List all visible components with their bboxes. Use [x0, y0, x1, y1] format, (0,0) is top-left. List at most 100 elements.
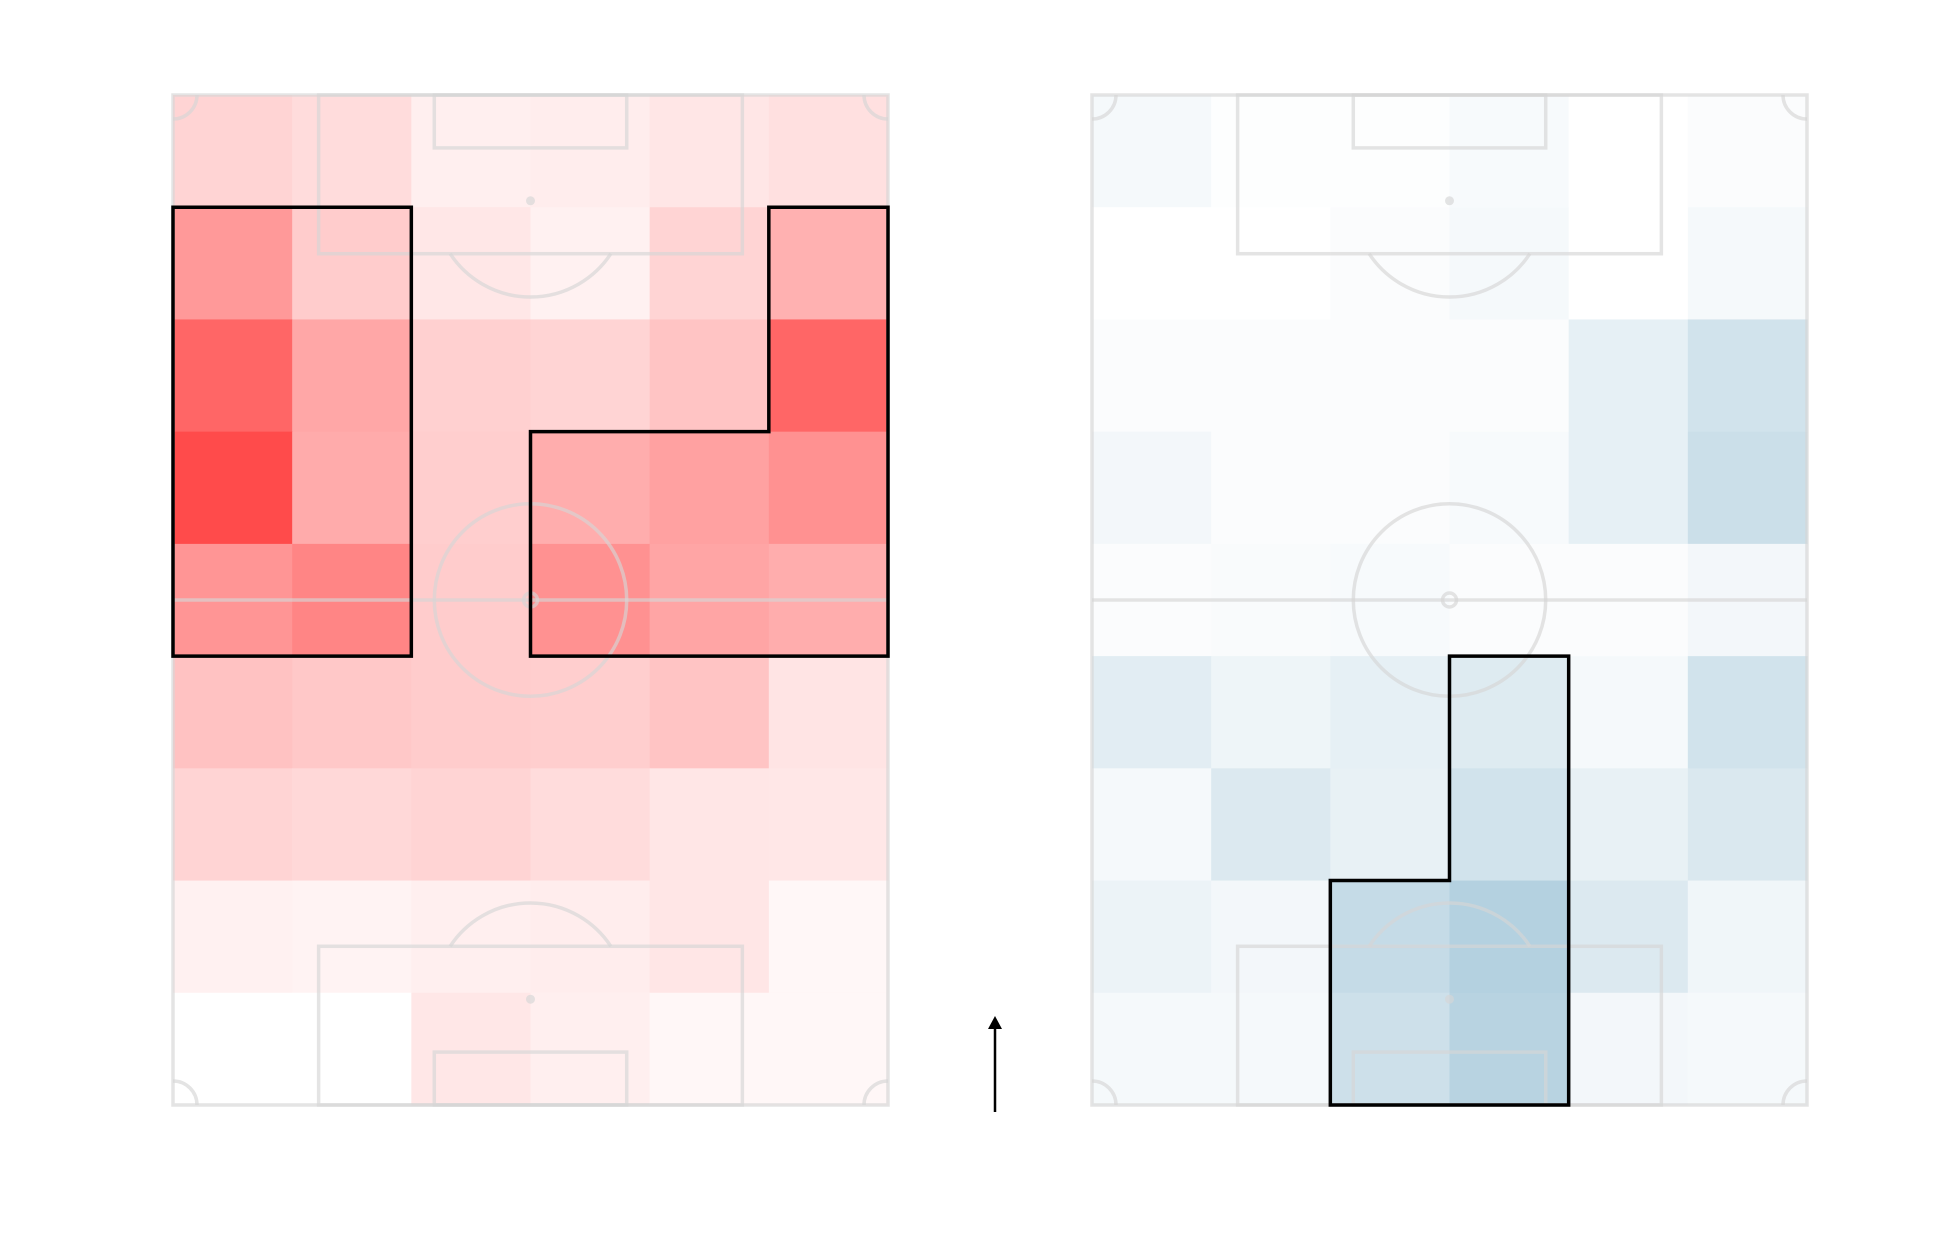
heatmap-cell	[292, 319, 412, 433]
heatmap-cell	[1449, 207, 1570, 321]
heatmap-cell	[1449, 95, 1570, 208]
heatmap-cell	[1330, 768, 1451, 882]
penalty-arc-bottom	[448, 901, 613, 948]
heatmap-cell	[292, 207, 412, 321]
heatmap-cell	[1568, 768, 1689, 882]
heatmap-cell	[411, 207, 532, 321]
heatmap-cell	[1687, 207, 1808, 321]
heatmap-cell	[768, 992, 889, 1106]
heatmap-cell	[530, 880, 651, 994]
heatmap-cell	[1687, 319, 1808, 433]
arrow-head	[988, 1016, 1002, 1029]
heatmap-cell	[649, 768, 770, 882]
heatmap-cell	[1092, 431, 1212, 545]
heatmap-cell	[173, 768, 293, 882]
heatmap-cell	[649, 319, 770, 433]
heatmap-cell	[292, 95, 412, 208]
heatmap-cell	[768, 880, 889, 994]
penalty-spot-bottom	[1445, 994, 1454, 1004]
heatmap-cell	[173, 319, 293, 433]
heatmap-cell	[1568, 992, 1689, 1106]
center-spot	[1440, 591, 1459, 609]
heatmap-cell	[1687, 880, 1808, 994]
heatmap-cell	[1092, 95, 1212, 208]
heatmap-cell	[411, 95, 532, 208]
highlight-zone-outline	[528, 205, 890, 658]
heatmap-cell	[649, 207, 770, 321]
heatmap-cell	[1092, 992, 1212, 1106]
goal-area-bottom	[432, 1050, 629, 1107]
heatmap-cell	[411, 319, 532, 433]
heatmap-cell	[1568, 95, 1689, 208]
heatmap-cell	[1330, 207, 1451, 321]
heatmap-cell	[292, 880, 412, 994]
heatmap-cell	[530, 95, 651, 208]
heatmap-cell	[1211, 880, 1331, 994]
corner-arc	[1091, 1079, 1118, 1106]
heatmap-cell	[1568, 880, 1689, 994]
goal-area-top	[1351, 93, 1548, 150]
heatmap-cell	[1092, 880, 1212, 994]
heatmap-cell	[1211, 95, 1331, 208]
heatmap-cell	[411, 880, 532, 994]
corner-arc	[172, 1079, 199, 1106]
heatmap-cell	[411, 992, 532, 1106]
corner-arc	[862, 1079, 889, 1106]
heatmap-cell	[1092, 656, 1212, 769]
heatmap-cell	[1449, 880, 1570, 994]
heatmap-cell	[768, 319, 889, 433]
penalty-spot-top	[1445, 196, 1454, 206]
heatmap-cell	[768, 768, 889, 882]
heatmap-cell	[649, 431, 770, 545]
corner-arc	[1091, 94, 1118, 121]
heatmap-cell	[1449, 992, 1570, 1106]
penalty-arc-top	[1367, 252, 1532, 299]
heatmap-cell	[173, 656, 293, 769]
heatmap-cell	[1687, 95, 1808, 208]
heatmap-cell	[411, 431, 532, 545]
heatmap-cell	[1449, 319, 1570, 433]
heatmap-cell	[1449, 656, 1570, 769]
heatmap-cell	[1211, 431, 1331, 545]
corner-arc	[172, 94, 199, 121]
heatmap-cell	[649, 880, 770, 994]
heatmap-cell	[768, 656, 889, 769]
heatmap-cell	[1330, 95, 1451, 208]
heatmap-cell	[173, 880, 293, 994]
heatmap-cell	[1568, 319, 1689, 433]
attack-direction-arrow-icon	[988, 1016, 1002, 1112]
heatmap-cell	[411, 656, 532, 769]
heatmap-cell	[530, 207, 651, 321]
penalty-spot-bottom	[526, 994, 535, 1004]
heatmap-cell	[768, 95, 889, 208]
heatmap-cell	[1449, 768, 1570, 882]
heatmap-cell	[173, 431, 293, 545]
heatmap-cell	[173, 207, 293, 321]
heatmap-cell	[768, 431, 889, 545]
highlight-zone-outline	[171, 205, 414, 658]
corner-arc	[1781, 1079, 1808, 1106]
heatmap-cell	[1687, 656, 1808, 769]
heatmap-cell	[1211, 768, 1331, 882]
heatmap-cell	[292, 431, 412, 545]
heatmap-cell	[1568, 207, 1689, 321]
penalty-arc-bottom	[1367, 901, 1532, 948]
heatmap-cell	[768, 207, 889, 321]
heatmap-cell	[649, 992, 770, 1106]
heatmap-cell	[411, 768, 532, 882]
corner-arc	[1781, 94, 1808, 121]
heatmap-cell	[1211, 992, 1331, 1106]
heatmap-cell	[530, 768, 651, 882]
heatmap-cell	[1211, 656, 1331, 769]
heatmap-cell	[1449, 431, 1570, 545]
heatmap-cell	[1330, 880, 1451, 994]
heatmap-cell	[1330, 992, 1451, 1106]
heatmap-cell	[649, 95, 770, 208]
heatmap-cell	[1568, 431, 1689, 545]
heatmap-cell	[1211, 319, 1331, 433]
heatmap-cell	[1568, 656, 1689, 769]
heatmap-cell	[530, 319, 651, 433]
heatmap-cell	[1687, 431, 1808, 545]
heatmap-cell	[292, 656, 412, 769]
